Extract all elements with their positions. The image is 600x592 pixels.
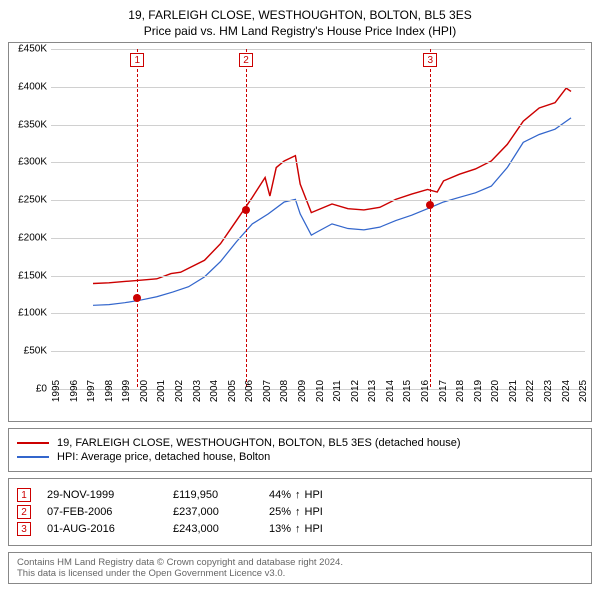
grid-area: 1 2 3 [51,49,585,387]
title-line2: Price paid vs. HM Land Registry's House … [8,24,592,38]
event-price: £119,950 [173,489,253,501]
x-tick-label: 2025 [578,380,600,402]
event-num: 1 [17,488,31,502]
event-num: 3 [17,522,31,536]
chart-svg [93,55,579,353]
y-tick-label: £0 [36,384,47,395]
event-marker-dot [242,206,250,214]
y-tick-label: £200K [18,232,47,243]
series-blue [93,118,571,305]
y-tick-label: £400K [18,81,47,92]
event-date: 07-FEB-2006 [47,506,157,518]
arrow-up-icon: ↑ [295,523,301,535]
event-marker-box: 3 [423,53,437,67]
title-line1: 19, FARLEIGH CLOSE, WESTHOUGHTON, BOLTON… [8,8,592,22]
y-tick-label: £250K [18,195,47,206]
legend-box: 19, FARLEIGH CLOSE, WESTHOUGHTON, BOLTON… [8,428,592,472]
event-pct: 25% ↑ HPI [269,506,323,518]
y-tick-label: £450K [18,44,47,55]
event-marker-dot [133,294,141,302]
y-tick-label: £100K [18,308,47,319]
event-date: 01-AUG-2016 [47,523,157,535]
event-num: 2 [17,505,31,519]
event-row: 1 29-NOV-1999 £119,950 44% ↑ HPI [17,488,583,502]
arrow-up-icon: ↑ [295,489,301,501]
legend-row-blue: HPI: Average price, detached house, Bolt… [17,451,583,463]
event-row: 3 01-AUG-2016 £243,000 13% ↑ HPI [17,522,583,536]
series-red [93,88,571,283]
y-axis-labels: £0 £50K £100K £150K £200K £250K £300K £350K £400… [9,43,51,421]
event-marker-box: 2 [239,53,253,67]
event-line [137,49,138,387]
event-date: 29-NOV-1999 [47,489,157,501]
footer-line1: Contains HM Land Registry data © Crown c… [17,557,583,568]
y-tick-label: £150K [18,270,47,281]
events-table: 1 29-NOV-1999 £119,950 44% ↑ HPI 2 07-FEB-200… [8,478,592,546]
event-line [430,49,431,387]
event-pct: 44% ↑ HPI [269,489,323,501]
footer-box: Contains HM Land Registry data © Crown c… [8,552,592,584]
footer-line2: This data is licensed under the Open Gov… [17,568,583,579]
legend-label-blue: HPI: Average price, detached house, Bolt… [57,451,270,463]
legend-row-red: 19, FARLEIGH CLOSE, WESTHOUGHTON, BOLTON… [17,437,583,449]
y-tick-label: £300K [18,157,47,168]
event-pct: 13% ↑ HPI [269,523,323,535]
event-price: £243,000 [173,523,253,535]
chart-container: 19, FARLEIGH CLOSE, WESTHOUGHTON, BOLTON… [8,8,592,584]
y-tick-label: £50K [24,346,47,357]
y-tick-label: £350K [18,119,47,130]
event-price: £237,000 [173,506,253,518]
event-marker-box: 1 [130,53,144,67]
arrow-up-icon: ↑ [295,506,301,518]
event-row: 2 07-FEB-2006 £237,000 25% ↑ HPI [17,505,583,519]
legend-swatch-red [17,442,49,444]
legend-label-red: 19, FARLEIGH CLOSE, WESTHOUGHTON, BOLTON… [57,437,460,449]
title-block: 19, FARLEIGH CLOSE, WESTHOUGHTON, BOLTON… [8,8,592,38]
plot-area: £0 £50K £100K £150K £200K £250K £300K £350K £400… [8,42,592,422]
event-marker-dot [426,201,434,209]
event-line [246,49,247,387]
legend-swatch-blue [17,456,49,458]
x-axis-labels: 1995199619971998199920002001200220032004… [51,387,585,421]
